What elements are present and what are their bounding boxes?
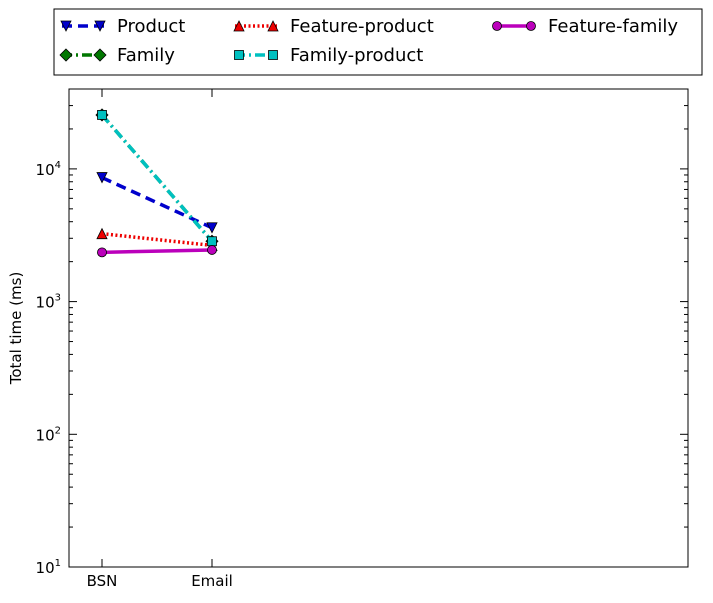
- legend-marker: [268, 50, 278, 60]
- data-point: [97, 247, 107, 258]
- legend-label: Family: [117, 45, 175, 66]
- data-point: [207, 245, 217, 255]
- legend-marker: [93, 48, 107, 62]
- data-point: [206, 222, 218, 234]
- legend-marker: [233, 20, 245, 32]
- series-layer: [95, 108, 219, 258]
- data-point: [207, 236, 217, 247]
- y-tick-label: 102: [36, 425, 61, 444]
- series-line: [101, 231, 213, 248]
- legend-marker: [267, 20, 279, 32]
- y-axis-ticks: 101 102 103 104: [36, 88, 688, 577]
- legend-marker: [60, 20, 72, 32]
- x-axis-ticks: BSN Email: [87, 89, 233, 590]
- legend-box: [53, 8, 703, 76]
- legend-marker: [94, 20, 106, 32]
- y-tick-label: 104: [36, 160, 61, 179]
- series-line: [100, 113, 214, 243]
- legend-entry: Feature-product: [233, 16, 434, 37]
- x-tick-label: BSN: [87, 572, 118, 590]
- data-point: [96, 227, 108, 240]
- y-tick-label: 101: [36, 558, 61, 577]
- legend: Product Family Feature-product Family-produ…: [53, 8, 703, 76]
- legend-entry: Feature-family: [492, 16, 678, 37]
- legend-entry: Product: [60, 16, 185, 37]
- legend-label: Product: [117, 16, 185, 37]
- y-axis-label: Total time (ms): [7, 272, 25, 386]
- legend-entry: Family-product: [234, 45, 423, 66]
- legend-marker: [59, 48, 73, 62]
- legend-marker: [234, 50, 244, 60]
- x-tick-label: Email: [191, 572, 233, 590]
- legend-marker: [492, 21, 502, 31]
- data-point: [97, 110, 107, 120]
- series-line: [101, 175, 213, 230]
- series-product: [96, 172, 218, 234]
- legend-entry: Family: [59, 45, 175, 66]
- legend-label: Family-product: [290, 45, 423, 66]
- series-family-product: [97, 110, 217, 247]
- y-tick-label: 103: [36, 293, 61, 312]
- plot-area: [68, 88, 689, 568]
- series-line: [101, 248, 213, 255]
- legend-marker: [526, 21, 536, 31]
- series-feature-family: [97, 245, 217, 258]
- data-point: [96, 172, 108, 184]
- legend-label: Feature-product: [290, 16, 434, 37]
- legend-label: Feature-family: [548, 16, 678, 37]
